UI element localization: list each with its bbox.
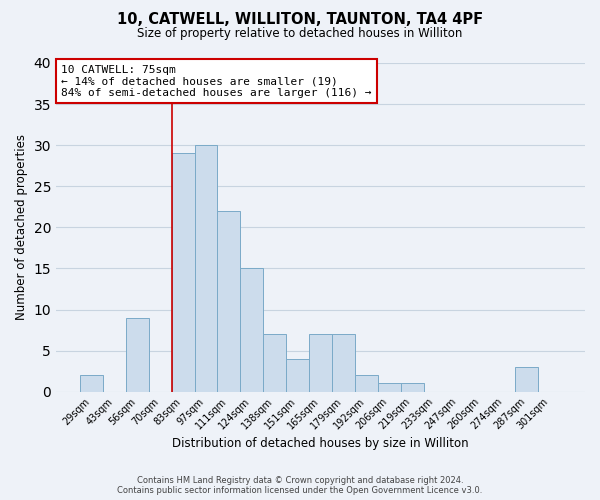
Bar — [172, 154, 194, 392]
Bar — [309, 334, 332, 392]
X-axis label: Distribution of detached houses by size in Williton: Distribution of detached houses by size … — [172, 437, 469, 450]
Bar — [332, 334, 355, 392]
Bar — [515, 367, 538, 392]
Text: 10, CATWELL, WILLITON, TAUNTON, TA4 4PF: 10, CATWELL, WILLITON, TAUNTON, TA4 4PF — [117, 12, 483, 28]
Text: Contains HM Land Registry data © Crown copyright and database right 2024.
Contai: Contains HM Land Registry data © Crown c… — [118, 476, 482, 495]
Bar — [286, 359, 309, 392]
Bar — [241, 268, 263, 392]
Text: Size of property relative to detached houses in Williton: Size of property relative to detached ho… — [137, 28, 463, 40]
Bar — [263, 334, 286, 392]
Bar — [126, 318, 149, 392]
Bar — [355, 375, 378, 392]
Bar — [217, 211, 241, 392]
Y-axis label: Number of detached properties: Number of detached properties — [15, 134, 28, 320]
Bar — [194, 145, 217, 392]
Text: 10 CATWELL: 75sqm
← 14% of detached houses are smaller (19)
84% of semi-detached: 10 CATWELL: 75sqm ← 14% of detached hous… — [61, 64, 372, 98]
Bar — [401, 384, 424, 392]
Bar — [378, 384, 401, 392]
Bar — [80, 375, 103, 392]
